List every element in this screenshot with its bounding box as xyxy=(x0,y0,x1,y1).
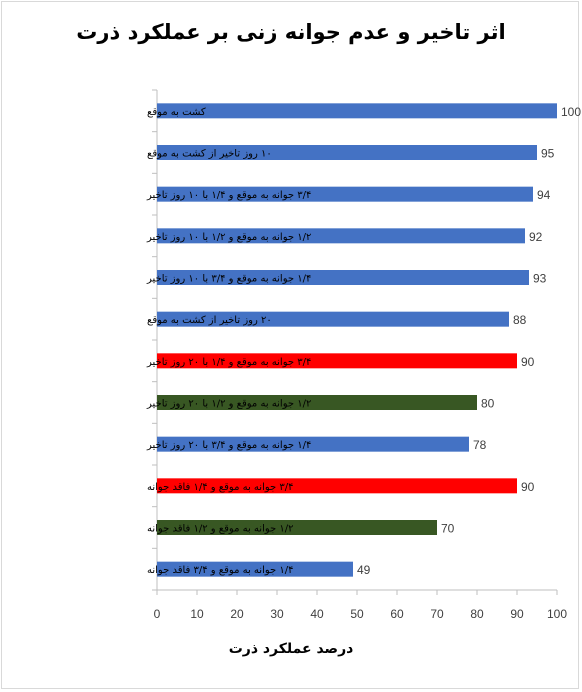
bar-value-label: 80 xyxy=(481,397,495,411)
bar xyxy=(157,311,509,327)
x-tick-label: 50 xyxy=(350,607,364,621)
category-label: ۱/۲ جوانه به موقع و ۱/۲ با ۲۰ روز تاخیر xyxy=(146,399,311,410)
category-label: کشت به موقع xyxy=(147,107,206,118)
x-axis-title: درصد عملکرد ذرت xyxy=(228,641,354,657)
bar-value-label: 70 xyxy=(441,522,455,536)
category-label: ۱/۲ جوانه به موقع و ۱/۲ فاقد جوانه xyxy=(147,524,294,535)
x-tick-label: 30 xyxy=(270,607,284,621)
x-tick-label: 0 xyxy=(154,607,161,621)
category-label: ۱/۲ جوانه به موقع و ۱/۲ با ۱۰ روز تاخیر xyxy=(146,232,311,243)
bar xyxy=(157,270,529,285)
x-tick-label: 10 xyxy=(190,607,204,621)
bar xyxy=(157,228,525,244)
category-label: ۱/۴ جوانه به موقع و ۳/۴ با ۱۰ روز تاخیر xyxy=(146,274,311,285)
category-label: ۱/۴ جوانه به موقع و ۳/۴ با ۲۰ روز تاخیر xyxy=(146,440,311,451)
bar-value-label: 90 xyxy=(521,480,535,494)
bar-value-label: 92 xyxy=(529,230,543,244)
bar-value-label: 100 xyxy=(561,105,581,119)
bar xyxy=(157,520,437,535)
bar xyxy=(157,478,517,494)
bar xyxy=(157,395,477,410)
bar-value-label: 93 xyxy=(533,272,547,286)
x-tick-label: 70 xyxy=(430,607,444,621)
category-label: ۳/۴ جوانه به موقع و ۱/۴ با ۲۰ روز تاخیر xyxy=(146,357,311,368)
bar-value-label: 49 xyxy=(357,563,371,577)
chart-title: اثر تاخیر و عدم جوانه زنی بر عملکرد ذرت xyxy=(76,20,506,44)
x-tick-label: 20 xyxy=(230,607,244,621)
x-tick-label: 40 xyxy=(310,607,324,621)
bar-value-label: 88 xyxy=(513,313,527,327)
bar xyxy=(157,103,557,119)
bar-value-label: 90 xyxy=(521,355,535,369)
bar xyxy=(157,436,469,452)
bar xyxy=(157,561,353,577)
bar xyxy=(157,353,517,369)
x-tick-label: 80 xyxy=(470,607,484,621)
category-label: ۳/۴ جوانه به موقع و ۱/۴ فاقد جوانه xyxy=(147,482,294,493)
bar xyxy=(157,186,533,202)
x-tick-label: 60 xyxy=(390,607,404,621)
bar-value-label: 95 xyxy=(541,147,555,161)
x-tick-label: 90 xyxy=(510,607,524,621)
bar xyxy=(157,145,537,160)
bar-value-label: 94 xyxy=(537,188,551,202)
category-label: ۱۰ روز تاخیر از کشت به موقع xyxy=(147,149,272,160)
category-label: ۲۰ روز تاخیر از کشت به موقع xyxy=(147,315,272,326)
x-tick-label: 100 xyxy=(547,607,567,621)
category-label: ۱/۴ جوانه به موقع و ۳/۴ فاقد جوانه xyxy=(147,565,294,576)
bar-value-label: 78 xyxy=(473,438,487,452)
category-label: ۳/۴ جوانه به موقع و ۱/۴ با ۱۰ روز تاخیر xyxy=(146,190,311,201)
